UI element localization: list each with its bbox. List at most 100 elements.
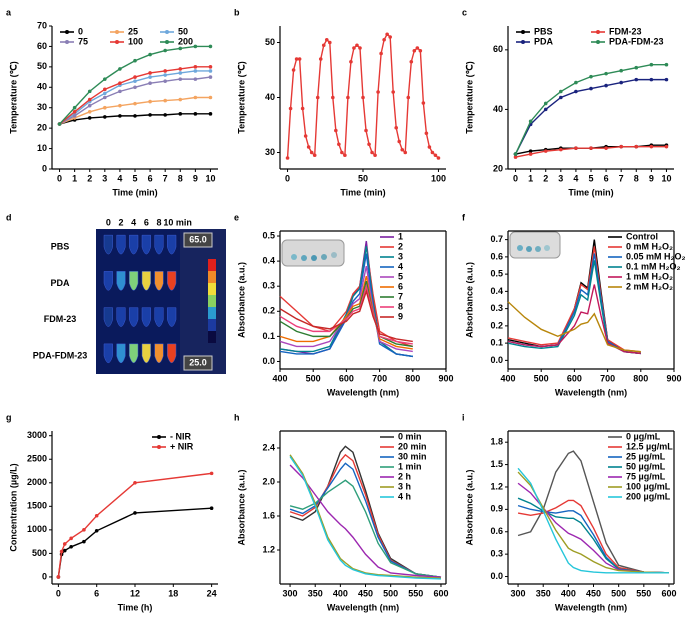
x-tick-label: 9 bbox=[649, 173, 654, 183]
data-point bbox=[133, 101, 137, 106]
legend-label: 4 h bbox=[398, 491, 411, 501]
legend-label: 50 bbox=[178, 26, 188, 36]
series-line bbox=[517, 471, 669, 574]
data-point bbox=[300, 106, 305, 111]
x-tick-label: 3 bbox=[102, 173, 107, 183]
data-point bbox=[604, 83, 608, 88]
x-tick-label: 450 bbox=[586, 588, 601, 598]
data-point bbox=[649, 144, 654, 149]
y-tick-label: 60 bbox=[37, 41, 47, 51]
tube bbox=[103, 307, 113, 327]
x-tick-label: 18 bbox=[168, 588, 178, 598]
data-point bbox=[103, 115, 107, 119]
data-point bbox=[103, 95, 107, 100]
panel-label: b bbox=[234, 7, 240, 17]
data-point bbox=[87, 97, 92, 102]
x-tick-label: 1 bbox=[528, 173, 533, 183]
tube bbox=[154, 271, 164, 291]
x-axis-label: Wavelength (nm) bbox=[555, 602, 627, 612]
tube bbox=[103, 343, 113, 364]
data-point bbox=[193, 69, 198, 73]
series-line bbox=[289, 464, 442, 578]
data-point bbox=[343, 153, 347, 158]
data-point bbox=[649, 62, 654, 67]
y-axis-label: Temperature (℃) bbox=[236, 61, 246, 133]
data-point bbox=[318, 57, 323, 61]
x-tick-label: 2 bbox=[87, 173, 92, 183]
data-point bbox=[334, 128, 338, 133]
data-point bbox=[337, 142, 341, 147]
x-tick-label: 24 bbox=[207, 588, 217, 598]
tube bbox=[129, 343, 139, 364]
row-label: PBS bbox=[51, 242, 70, 252]
legend-label: PBS bbox=[534, 26, 553, 36]
x-tick-label: 50 bbox=[358, 173, 368, 183]
x-tick-label: 10 bbox=[661, 173, 671, 183]
vial bbox=[526, 246, 532, 252]
data-point bbox=[528, 119, 533, 124]
data-point bbox=[433, 153, 438, 158]
x-tick-label: 100 bbox=[431, 173, 446, 183]
x-tick-label: 350 bbox=[536, 588, 551, 598]
data-point bbox=[208, 44, 213, 49]
data-point bbox=[391, 90, 395, 94]
tube bbox=[154, 343, 164, 364]
data-point bbox=[373, 153, 377, 158]
data-point bbox=[178, 112, 183, 116]
data-point bbox=[559, 147, 563, 152]
x-tick-label: 400 bbox=[333, 588, 348, 598]
y-tick-label: 1.5 bbox=[490, 459, 503, 469]
y-tick-label: 0 bbox=[42, 571, 47, 581]
y-tick-label: 0.7 bbox=[490, 234, 503, 244]
data-point bbox=[285, 156, 290, 160]
x-tick-label: 600 bbox=[661, 588, 676, 598]
y-tick-label: 1.2 bbox=[262, 544, 275, 554]
column-label: 2 bbox=[118, 217, 123, 227]
legend-label: 25 µg/mL bbox=[626, 451, 666, 461]
legend-marker bbox=[65, 40, 69, 44]
legend-marker bbox=[115, 30, 119, 34]
tube bbox=[116, 271, 126, 291]
y-tick-label: 2500 bbox=[27, 454, 47, 464]
data-point bbox=[193, 95, 198, 100]
y-tick-label: 30 bbox=[37, 102, 47, 112]
tube bbox=[154, 307, 164, 327]
y-axis-label: Temperature (℃) bbox=[8, 61, 18, 133]
scale-panel bbox=[180, 229, 226, 374]
legend-marker bbox=[596, 40, 600, 44]
legend-label: 1 min bbox=[398, 461, 422, 471]
y-tick-label: 1.2 bbox=[490, 481, 503, 491]
x-tick-label: 500 bbox=[306, 373, 321, 383]
x-tick-label: 5 bbox=[588, 173, 593, 183]
x-tick-label: 1 bbox=[72, 173, 77, 183]
data-point bbox=[382, 37, 386, 42]
y-tick-label: 2.4 bbox=[262, 442, 275, 452]
data-point bbox=[364, 128, 368, 133]
data-point bbox=[103, 87, 107, 92]
data-point bbox=[400, 147, 405, 152]
y-tick-label: 50 bbox=[37, 61, 47, 71]
data-point bbox=[118, 89, 122, 94]
data-point bbox=[82, 528, 86, 532]
y-tick-label: 0.6 bbox=[490, 251, 503, 261]
x-tick-label: 7 bbox=[619, 173, 624, 183]
data-point bbox=[543, 101, 548, 106]
series-line bbox=[57, 472, 212, 578]
y-axis-label: Concentration (µg/L) bbox=[8, 463, 18, 551]
data-point bbox=[133, 75, 137, 79]
tube bbox=[167, 271, 177, 291]
data-point bbox=[513, 155, 518, 159]
panel-label: i bbox=[462, 412, 465, 422]
scale-min: 25.0 bbox=[189, 357, 207, 367]
scale-bar bbox=[208, 307, 216, 319]
legend-marker bbox=[157, 445, 161, 449]
legend-label: 0.1 mM H₂O₂ bbox=[626, 261, 681, 271]
legend-label: 200 bbox=[178, 36, 193, 46]
x-tick-label: 5 bbox=[132, 173, 137, 183]
data-point bbox=[72, 110, 77, 114]
series-line bbox=[279, 283, 413, 345]
tube bbox=[141, 307, 151, 327]
data-point bbox=[379, 51, 383, 56]
data-point bbox=[118, 114, 122, 118]
data-point bbox=[72, 114, 77, 118]
